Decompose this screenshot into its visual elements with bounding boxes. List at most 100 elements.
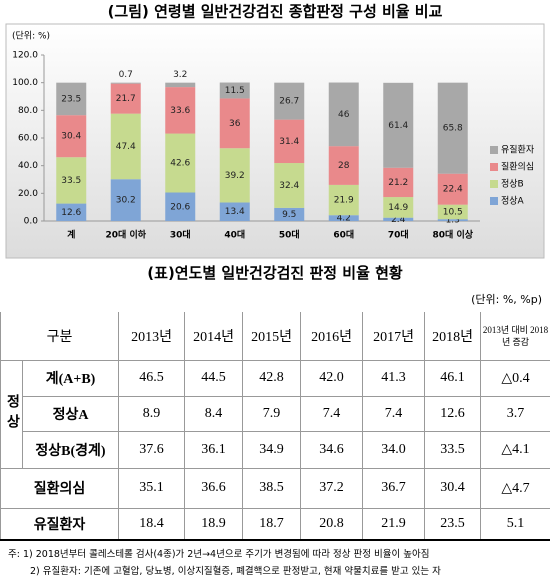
bar-segment [383, 167, 414, 198]
bar-segment [383, 82, 414, 168]
table-cell: 2017년 [362, 312, 426, 361]
table-cell: 2018년 [424, 312, 482, 361]
data-label: 9.5 [282, 210, 296, 220]
x-tick-label: 80대 이상 [433, 229, 474, 241]
data-label: 36 [229, 119, 241, 129]
table-cell: △4.1 [480, 431, 550, 469]
table-row: 정상B(경계) 37.6 36.1 34.9 34.6 34.0 33.5 △4.1 [1, 431, 550, 469]
table-cell: 34.0 [362, 431, 426, 469]
bar-segment [110, 179, 141, 221]
table-cell: 구분 [0, 312, 120, 361]
table-cell: 18.7 [242, 508, 302, 541]
table-cell: 46.1 [424, 360, 482, 397]
data-label: 13.4 [225, 207, 245, 217]
bar-segment [56, 203, 87, 221]
chart-title: (그림) 연령별 일반건강검진 종합판정 구성 비율 비교 [108, 3, 443, 21]
bar-segment [437, 82, 468, 174]
bar-segment [274, 163, 305, 208]
data-label: 32.4 [279, 181, 299, 191]
data-label: 65.8 [443, 124, 463, 134]
data-label: 30.4 [61, 132, 81, 142]
data-label: 11.5 [225, 86, 245, 96]
table-cell: 44.5 [184, 360, 244, 397]
x-tick-label: 30대 [170, 229, 191, 241]
bar-segment [165, 192, 196, 221]
table-cell: 2015년 [242, 312, 302, 361]
table-cell: 20.8 [300, 508, 364, 541]
data-label: 10.5 [443, 207, 463, 217]
y-tick-label: 20.0 [18, 189, 38, 199]
data-label: 0.7 [119, 70, 133, 80]
bar-segment [165, 82, 196, 88]
bar-segment [219, 82, 250, 99]
table-cell: 34.6 [300, 431, 364, 469]
legend-swatch [490, 197, 498, 205]
table-cell: 3.7 [480, 396, 550, 432]
table-cell: 21.9 [362, 508, 426, 541]
legend-swatch [490, 146, 498, 154]
x-tick-label: 50대 [279, 229, 300, 241]
bar-segment [165, 87, 196, 134]
y-tick-label: 40.0 [18, 161, 38, 171]
table-row: 구분 2013년 2014년 2015년 2016년 2017년 2018년 2013년 대비… [0, 312, 550, 361]
table-cell: 2013년 대비 2018년 증감 [480, 312, 550, 361]
legend-swatch [490, 163, 498, 171]
note: 2) 유질환자: 기존에 고혈압, 당뇨병, 이상지질혈증, 폐결핵으로 판정받… [30, 566, 441, 577]
table-cell: 8.9 [118, 396, 186, 432]
data-label: 1.3 [446, 216, 460, 226]
bar-segment [328, 184, 359, 216]
table-cell: 5.1 [480, 508, 550, 541]
data-label: 4.2 [337, 214, 351, 224]
bar-segment [110, 82, 141, 84]
bar-segment [56, 157, 87, 204]
data-label: 23.5 [61, 94, 81, 104]
data-label: 39.2 [225, 171, 245, 181]
table-cell: 7.9 [242, 396, 302, 432]
y-tick-label: 0.0 [24, 217, 39, 227]
x-tick-label: 70대 [388, 229, 409, 241]
table-unit: (단위: %, %p) [471, 293, 542, 306]
y-tick-label: 120.0 [12, 51, 38, 61]
legend-label: 정상A [501, 196, 525, 207]
table-cell: 34.9 [242, 431, 302, 469]
table-row: 정상A 8.9 8.4 7.9 7.4 7.4 12.6 3.7 [1, 396, 550, 432]
legend-label: 유질환자 [501, 144, 535, 156]
table-cell: 33.5 [424, 431, 482, 469]
data-label: 47.4 [116, 142, 136, 152]
data-label: 33.5 [61, 176, 81, 186]
bar-segment [165, 133, 196, 193]
table-row: 질환의심 35.1 36.6 38.5 37.2 36.7 30.4 △4.7 [0, 468, 550, 509]
table-cell: 37.6 [118, 431, 186, 469]
y-tick-label: 60.0 [18, 134, 38, 144]
x-tick-label: 계 [67, 229, 75, 241]
table-cell: 36.7 [362, 468, 426, 509]
y-tick-label: 80.0 [18, 106, 38, 116]
legend-label: 질환의심 [501, 161, 534, 173]
table-cell: 37.2 [300, 468, 364, 509]
note: 주: 1) 2018년부터 콜레스테롤 검사(4종)가 2년→4년으로 주기가 … [8, 549, 430, 560]
table-cell: 36.6 [184, 468, 244, 509]
table-cell: 정상B(경계) [21, 431, 120, 469]
bar-segment [437, 173, 468, 205]
table-cell: 36.1 [184, 431, 244, 469]
table-cell: 18.4 [118, 508, 186, 541]
data-label: 20.6 [170, 202, 190, 212]
table-cell: 12.6 [424, 396, 482, 432]
table-row: 정상 계(A+B) 46.5 44.5 42.8 42.0 41.3 46.1 △0.4 [0, 360, 550, 469]
table-cell: 계(A+B) [21, 360, 120, 397]
data-label: 28 [338, 161, 350, 171]
data-label: 21.9 [334, 196, 354, 206]
data-label: 46 [338, 110, 350, 120]
bar-segment [56, 82, 87, 116]
table-cell: 35.1 [118, 468, 186, 509]
table-cell: 30.4 [424, 468, 482, 509]
table-cell: 7.4 [362, 396, 426, 432]
bar-segment [383, 197, 414, 218]
legend-label: 정상B [501, 179, 524, 190]
data-label: 12.6 [61, 208, 81, 218]
bar-segment [437, 204, 468, 220]
table-cell: △0.4 [480, 360, 550, 397]
data-label: 22.4 [443, 185, 463, 195]
y-tick-label: 100.0 [12, 78, 38, 88]
